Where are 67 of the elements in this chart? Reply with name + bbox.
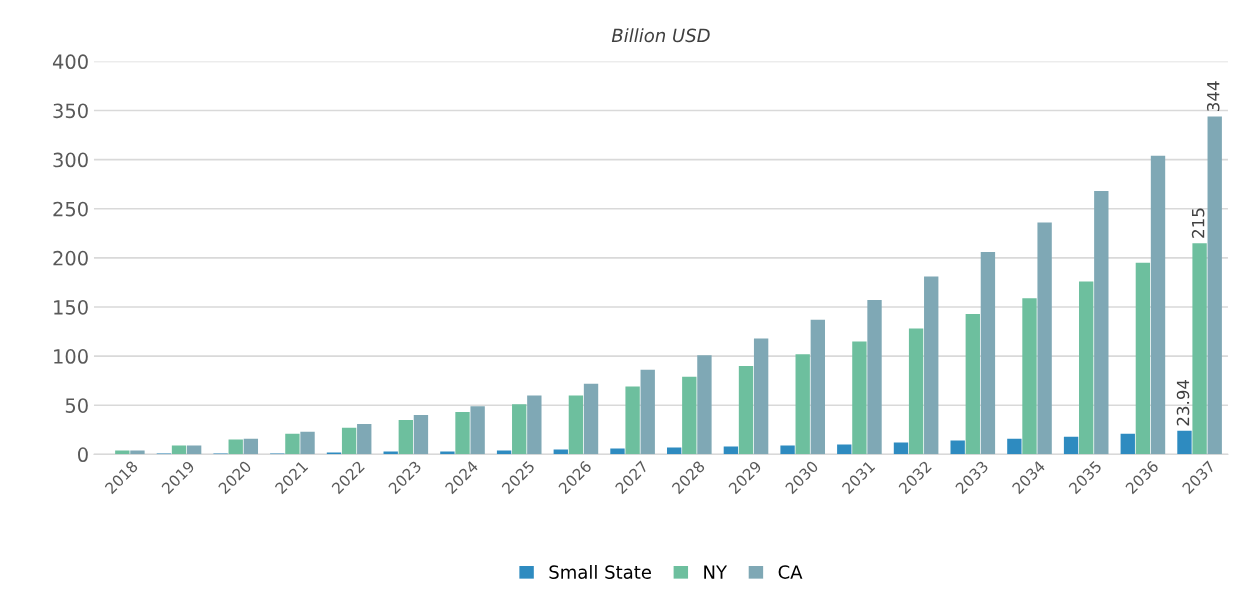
bar	[1037, 222, 1052, 455]
bar	[682, 376, 697, 455]
y-tick-label: 0	[78, 447, 88, 463]
bar	[512, 404, 527, 455]
bar	[640, 369, 655, 455]
bar	[1150, 155, 1166, 455]
bar	[341, 427, 357, 455]
bar	[893, 442, 909, 455]
bar	[625, 386, 640, 455]
bar	[610, 448, 625, 455]
bar	[568, 395, 584, 455]
bar	[795, 354, 810, 455]
bar	[243, 438, 259, 455]
bar	[398, 419, 413, 455]
bar	[1207, 116, 1222, 455]
bar	[697, 355, 712, 455]
y-tick-label: 150	[54, 299, 88, 315]
bar	[228, 439, 243, 455]
y-tick-label: 250	[53, 201, 88, 217]
bar	[470, 406, 485, 455]
data-label: 23.94	[1176, 379, 1190, 426]
data-label: 344	[1206, 81, 1220, 111]
y-tick-label: 400	[52, 54, 88, 70]
bar	[980, 251, 996, 455]
bar	[440, 451, 455, 455]
y-tick-label: 50	[65, 398, 88, 413]
legend-label: CA	[778, 565, 803, 579]
bar	[455, 412, 470, 455]
bar	[130, 450, 145, 455]
legend-label: Small State	[549, 564, 651, 579]
data-label: 215	[1191, 208, 1205, 238]
y-tick-label: 200	[53, 250, 88, 266]
bar	[1079, 281, 1094, 455]
bar	[950, 440, 965, 455]
bar	[1135, 262, 1151, 455]
bar	[553, 449, 568, 455]
bar	[115, 450, 130, 455]
bar	[285, 433, 300, 455]
bar	[413, 415, 429, 455]
bar	[583, 383, 599, 455]
bar	[867, 300, 882, 455]
bar	[1063, 436, 1079, 455]
y-tick-label: 100	[54, 349, 88, 364]
y-tick-label: 350	[53, 103, 88, 119]
bar	[852, 341, 867, 455]
bar	[810, 319, 825, 455]
bar	[1120, 433, 1135, 455]
bar	[1007, 438, 1022, 455]
bar	[908, 328, 924, 455]
bar	[924, 276, 939, 455]
bar	[780, 445, 795, 455]
y-tick-label: 300	[53, 152, 88, 168]
bar	[357, 423, 372, 455]
bar	[383, 451, 398, 455]
bar	[738, 365, 754, 455]
bar	[527, 395, 542, 455]
bar	[1192, 243, 1207, 455]
bar	[1177, 430, 1192, 455]
bar	[965, 313, 980, 455]
chart-title: Billion USD	[611, 28, 710, 43]
legend-label: NY	[704, 565, 728, 579]
bar	[753, 338, 769, 455]
bar	[300, 431, 315, 455]
bar	[1022, 298, 1037, 455]
bar	[496, 450, 512, 455]
bar	[1094, 191, 1109, 455]
bar	[667, 447, 682, 455]
